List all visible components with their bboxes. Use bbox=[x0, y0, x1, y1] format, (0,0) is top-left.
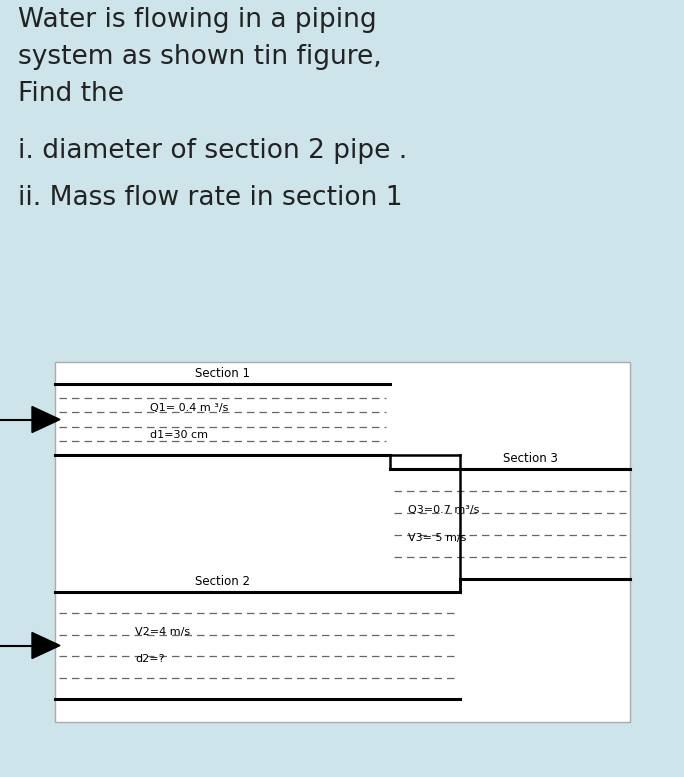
Text: i. diameter of section 2 pipe .: i. diameter of section 2 pipe . bbox=[18, 138, 407, 164]
Text: V3= 5 m/s: V3= 5 m/s bbox=[408, 533, 466, 543]
Bar bbox=[55, 362, 630, 722]
Text: d2=?: d2=? bbox=[135, 654, 164, 664]
Text: Section 2: Section 2 bbox=[195, 575, 250, 588]
Text: ii. Mass flow rate in section 1: ii. Mass flow rate in section 1 bbox=[18, 185, 402, 211]
Text: system as shown tin figure,: system as shown tin figure, bbox=[18, 44, 382, 70]
Polygon shape bbox=[32, 406, 60, 433]
Text: Section 3: Section 3 bbox=[503, 452, 557, 465]
Polygon shape bbox=[32, 632, 60, 658]
Text: Q1= 0.4 m ³/s: Q1= 0.4 m ³/s bbox=[150, 402, 228, 413]
Text: V2=4 m/s: V2=4 m/s bbox=[135, 626, 190, 636]
Text: d1=30 cm: d1=30 cm bbox=[150, 430, 208, 440]
Text: Q3=0.7 m³/s: Q3=0.7 m³/s bbox=[408, 505, 479, 515]
Text: Find the: Find the bbox=[18, 81, 124, 107]
Text: Water is flowing in a piping: Water is flowing in a piping bbox=[18, 7, 377, 33]
Text: Section 1: Section 1 bbox=[195, 367, 250, 380]
